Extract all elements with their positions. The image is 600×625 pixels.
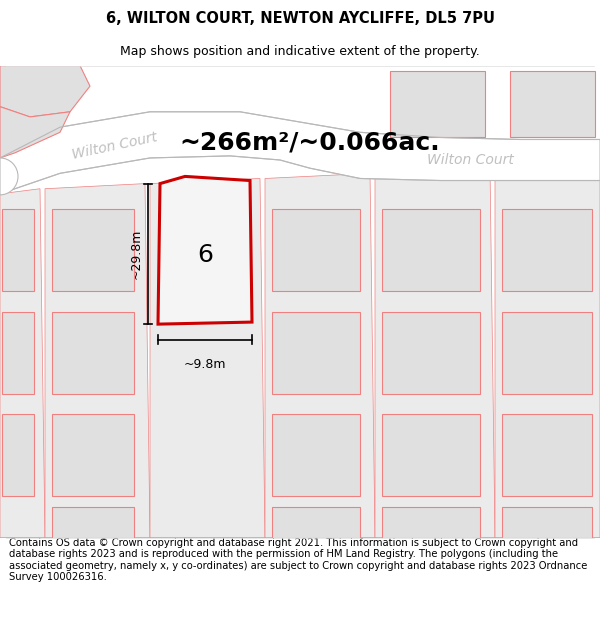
Bar [502, 209, 592, 291]
Bar [510, 71, 595, 138]
Polygon shape [0, 112, 600, 194]
Bar [502, 507, 592, 538]
Text: ~266m²/~0.066ac.: ~266m²/~0.066ac. [179, 131, 440, 154]
Text: Map shows position and indicative extent of the property.: Map shows position and indicative extent… [120, 45, 480, 58]
Bar [2, 209, 34, 291]
Polygon shape [0, 107, 70, 158]
Text: Contains OS data © Crown copyright and database right 2021. This information is : Contains OS data © Crown copyright and d… [9, 538, 587, 582]
Polygon shape [0, 189, 45, 538]
Text: Wilton Court: Wilton Court [71, 130, 159, 161]
Bar [272, 312, 360, 394]
Text: ~29.8m: ~29.8m [130, 229, 143, 279]
Text: Wilton Court: Wilton Court [427, 153, 514, 167]
Bar [2, 414, 34, 496]
Polygon shape [158, 176, 252, 324]
Bar [2, 312, 34, 394]
Bar [502, 312, 592, 394]
Text: 6: 6 [197, 243, 213, 268]
Text: 6, WILTON COURT, NEWTON AYCLIFFE, DL5 7PU: 6, WILTON COURT, NEWTON AYCLIFFE, DL5 7P… [106, 11, 494, 26]
Bar [52, 414, 134, 496]
Bar [52, 507, 134, 538]
Wedge shape [0, 158, 18, 195]
Polygon shape [495, 163, 600, 538]
Polygon shape [45, 184, 150, 538]
Bar [52, 209, 134, 291]
Bar [272, 414, 360, 496]
Bar [382, 507, 480, 538]
Bar [390, 71, 485, 138]
Polygon shape [150, 179, 265, 538]
Bar [382, 312, 480, 394]
Text: ~9.8m: ~9.8m [184, 358, 226, 371]
Polygon shape [375, 168, 495, 538]
Bar [52, 312, 134, 394]
Bar [382, 414, 480, 496]
Polygon shape [0, 66, 90, 117]
Polygon shape [265, 173, 375, 538]
Bar [272, 209, 360, 291]
Bar [382, 209, 480, 291]
Bar [272, 507, 360, 538]
Bar [502, 414, 592, 496]
